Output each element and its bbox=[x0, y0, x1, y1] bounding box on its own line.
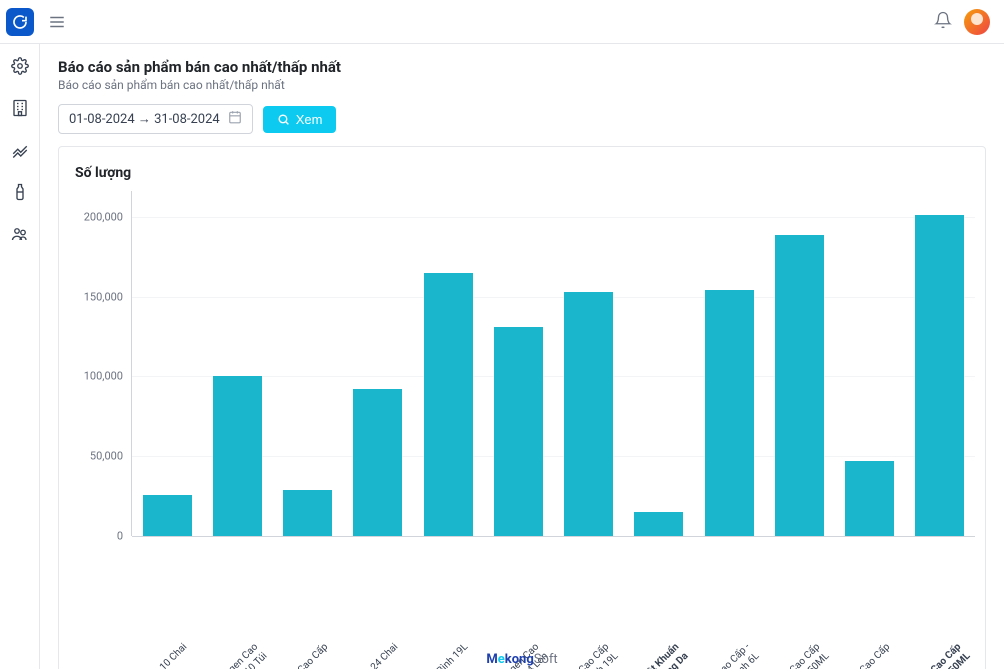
chart-bar[interactable] bbox=[424, 273, 473, 536]
bar-slot bbox=[273, 201, 343, 536]
x-label-wrap: Nước Uống Giàu Hydrogen Cao Cấp - Hộp 10… bbox=[201, 651, 271, 669]
y-tick-label: 100,000 bbox=[84, 370, 123, 383]
bar-slot bbox=[764, 201, 834, 536]
building-icon bbox=[11, 99, 29, 117]
chart-bar[interactable] bbox=[845, 461, 894, 536]
date-range-picker[interactable]: 01-08-2024 → 31-08-2024 bbox=[58, 104, 253, 134]
notifications-bell-icon[interactable] bbox=[934, 11, 952, 33]
sidebar-item-analytics[interactable] bbox=[8, 138, 32, 162]
chart-plot bbox=[131, 191, 975, 536]
people-icon bbox=[11, 225, 29, 243]
chart-bar[interactable] bbox=[494, 327, 543, 536]
sidebar-item-product[interactable] bbox=[8, 180, 32, 204]
gear-icon bbox=[11, 57, 29, 75]
topbar bbox=[0, 0, 1004, 44]
sidebar-item-company[interactable] bbox=[8, 96, 32, 120]
footer-brand: MekongSoft bbox=[486, 652, 557, 667]
bar-slot bbox=[835, 201, 905, 536]
chart-bar[interactable] bbox=[353, 389, 402, 536]
bar-slot bbox=[624, 201, 694, 536]
search-icon bbox=[277, 113, 290, 126]
menu-toggle-icon[interactable] bbox=[48, 13, 66, 31]
bar-slot bbox=[413, 201, 483, 536]
chart-baseline bbox=[132, 536, 975, 537]
chart-bars bbox=[132, 201, 975, 536]
x-label-wrap: Nước Uống I-ON Kiềm Cao Cấp 450ML bbox=[905, 651, 975, 669]
x-label-wrap: Nước Uống I-ON Kiềm Cao Cấp 350ML bbox=[764, 651, 834, 669]
x-label-wrap: Nước Giải Rượu - Hộp 10 Chai bbox=[131, 651, 201, 669]
chart-bar[interactable] bbox=[143, 495, 192, 536]
bar-slot bbox=[132, 201, 202, 536]
page-subtitle: Báo cáo sản phẩm bán cao nhất/thấp nhất bbox=[58, 78, 986, 92]
y-tick-label: 50,000 bbox=[90, 450, 123, 463]
y-axis: 050,000100,000150,000200,000 bbox=[69, 191, 131, 536]
chart-area: 0 50,000 100,000 150,000 200,000 bbox=[69, 191, 975, 651]
x-label-wrap: Nước Uống pH8 - Thùng 24 Chai bbox=[342, 651, 412, 669]
chart-bar[interactable] bbox=[634, 512, 683, 536]
chart-title: Số lượng bbox=[75, 165, 975, 181]
trend-icon bbox=[11, 141, 29, 159]
x-label-wrap: Nước Uống Tinh Khiết Bình 19L bbox=[412, 651, 482, 669]
x-label-wrap: Nước Uống I-ON Kiềm Cao Cấp bbox=[272, 651, 342, 669]
date-range-text: 01-08-2024 → 31-08-2024 bbox=[69, 111, 220, 127]
y-tick-label: 200,000 bbox=[84, 210, 123, 223]
bar-slot bbox=[554, 201, 624, 536]
y-tick-label: 0 bbox=[117, 530, 123, 543]
bar-slot bbox=[905, 201, 975, 536]
bar-slot bbox=[343, 201, 413, 536]
sidebar-item-settings[interactable] bbox=[8, 54, 32, 78]
sidebar bbox=[0, 44, 40, 669]
sidebar-item-people[interactable] bbox=[8, 222, 32, 246]
y-tick-label: 150,000 bbox=[84, 290, 123, 303]
bar-slot bbox=[483, 201, 553, 536]
chart-card: Số lượng 0 50,000 100,000 150,000 200,000 Nư… bbox=[58, 146, 986, 669]
calendar-icon bbox=[228, 110, 242, 128]
chart-bar[interactable] bbox=[705, 290, 754, 536]
x-label-wrap: Nước Xịt Rửa Tay Diệt Khuẩn Dưỡng Da bbox=[623, 651, 693, 669]
filter-row: 01-08-2024 → 31-08-2024 Xem bbox=[58, 104, 986, 134]
main-content: Báo cáo sản phẩm bán cao nhất/thấp nhất … bbox=[40, 44, 1004, 669]
view-button[interactable]: Xem bbox=[263, 106, 337, 133]
view-button-label: Xem bbox=[296, 112, 323, 127]
x-label-wrap: Nước Uống I-ON Kiềm Cao Cấp Bình 19L bbox=[553, 651, 623, 669]
chart-bar[interactable] bbox=[213, 376, 262, 536]
user-avatar[interactable] bbox=[964, 9, 990, 35]
chart-bar[interactable] bbox=[915, 215, 964, 536]
x-label-wrap: Nước Uống I-ON Kiềm Cao Cấp bbox=[834, 651, 904, 669]
bar-slot bbox=[202, 201, 272, 536]
bottle-icon bbox=[11, 183, 29, 201]
x-label-wrap: Nước Uống I-ON Kiềm Cao Cấp - Thùng 2 Bì… bbox=[694, 651, 764, 669]
chart-bar[interactable] bbox=[775, 235, 824, 537]
bar-slot bbox=[694, 201, 764, 536]
chart-bar[interactable] bbox=[564, 292, 613, 536]
page-title: Báo cáo sản phẩm bán cao nhất/thấp nhất bbox=[58, 58, 986, 76]
chart-bar[interactable] bbox=[283, 490, 332, 536]
app-logo[interactable] bbox=[0, 0, 40, 44]
